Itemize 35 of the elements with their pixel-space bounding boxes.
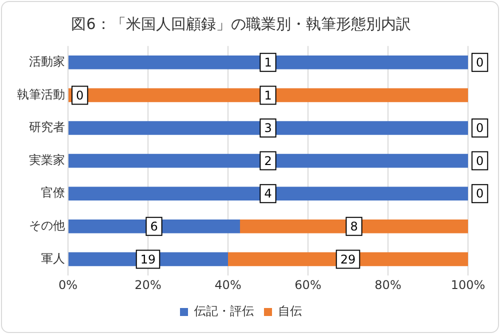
- annotation: 0: [476, 56, 484, 70]
- annotation: 0: [476, 121, 484, 136]
- annotation: 29: [340, 252, 356, 266]
- annotation: 8: [350, 220, 358, 234]
- bar: [240, 220, 468, 234]
- annotation: 19: [140, 252, 156, 266]
- annotation: 1: [264, 88, 272, 102]
- chart-title: 図6：「米国人回顧録」の職業別・執筆形態別内訳: [71, 14, 411, 33]
- y-tick-label: 研究者: [29, 120, 65, 134]
- annotation: 4: [264, 186, 272, 201]
- bar: [68, 154, 468, 168]
- x-tick-label: 80%: [374, 278, 402, 292]
- annotation: 6: [150, 220, 158, 234]
- annotation: 2: [264, 154, 272, 168]
- y-tick-label: その他: [29, 218, 65, 233]
- x-tick-label: 100%: [450, 278, 486, 292]
- y-tick-label: 活動家: [29, 54, 65, 69]
- legend-label: 伝記・評伝: [194, 304, 254, 318]
- x-tick-label: 0%: [58, 278, 78, 292]
- bar: [68, 56, 468, 70]
- y-tick-label: 官僚: [41, 186, 65, 200]
- legend-label: 自伝: [278, 304, 302, 318]
- annotation: 0: [76, 88, 84, 102]
- bar: [68, 186, 468, 200]
- y-tick-label: 軍人: [41, 251, 65, 266]
- annotation: 0: [476, 186, 484, 201]
- bar: [68, 121, 468, 135]
- x-tick-label: 20%: [134, 278, 162, 292]
- annotation: 1: [264, 56, 272, 70]
- y-tick-label: 実業家: [29, 152, 65, 167]
- y-tick-label: 執筆活動: [17, 87, 65, 102]
- annotation: 3: [264, 121, 272, 136]
- x-tick-label: 40%: [214, 278, 242, 292]
- annotation: 0: [476, 154, 484, 168]
- x-tick-label: 60%: [294, 278, 322, 292]
